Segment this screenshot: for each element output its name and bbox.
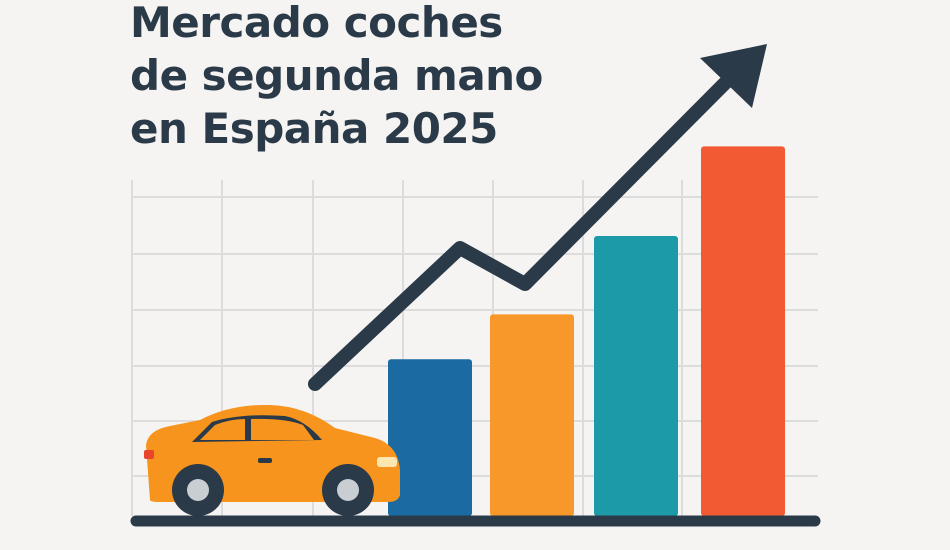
car-handle: [258, 458, 272, 463]
wheel-hub: [187, 479, 209, 501]
car-window: [200, 419, 245, 440]
bar: [388, 359, 472, 516]
car: [144, 404, 400, 516]
arrow-head: [700, 44, 767, 108]
bar: [594, 236, 678, 516]
wheel-hub: [337, 479, 359, 501]
trend-arrow: [308, 59, 749, 391]
bars: [388, 146, 785, 516]
car-headlight: [377, 457, 397, 467]
bar: [701, 146, 785, 516]
chart-title: Mercado coches de segunda mano en España…: [130, 0, 543, 153]
car-window: [251, 418, 314, 440]
bar: [490, 314, 574, 516]
car-taillight: [144, 450, 154, 459]
